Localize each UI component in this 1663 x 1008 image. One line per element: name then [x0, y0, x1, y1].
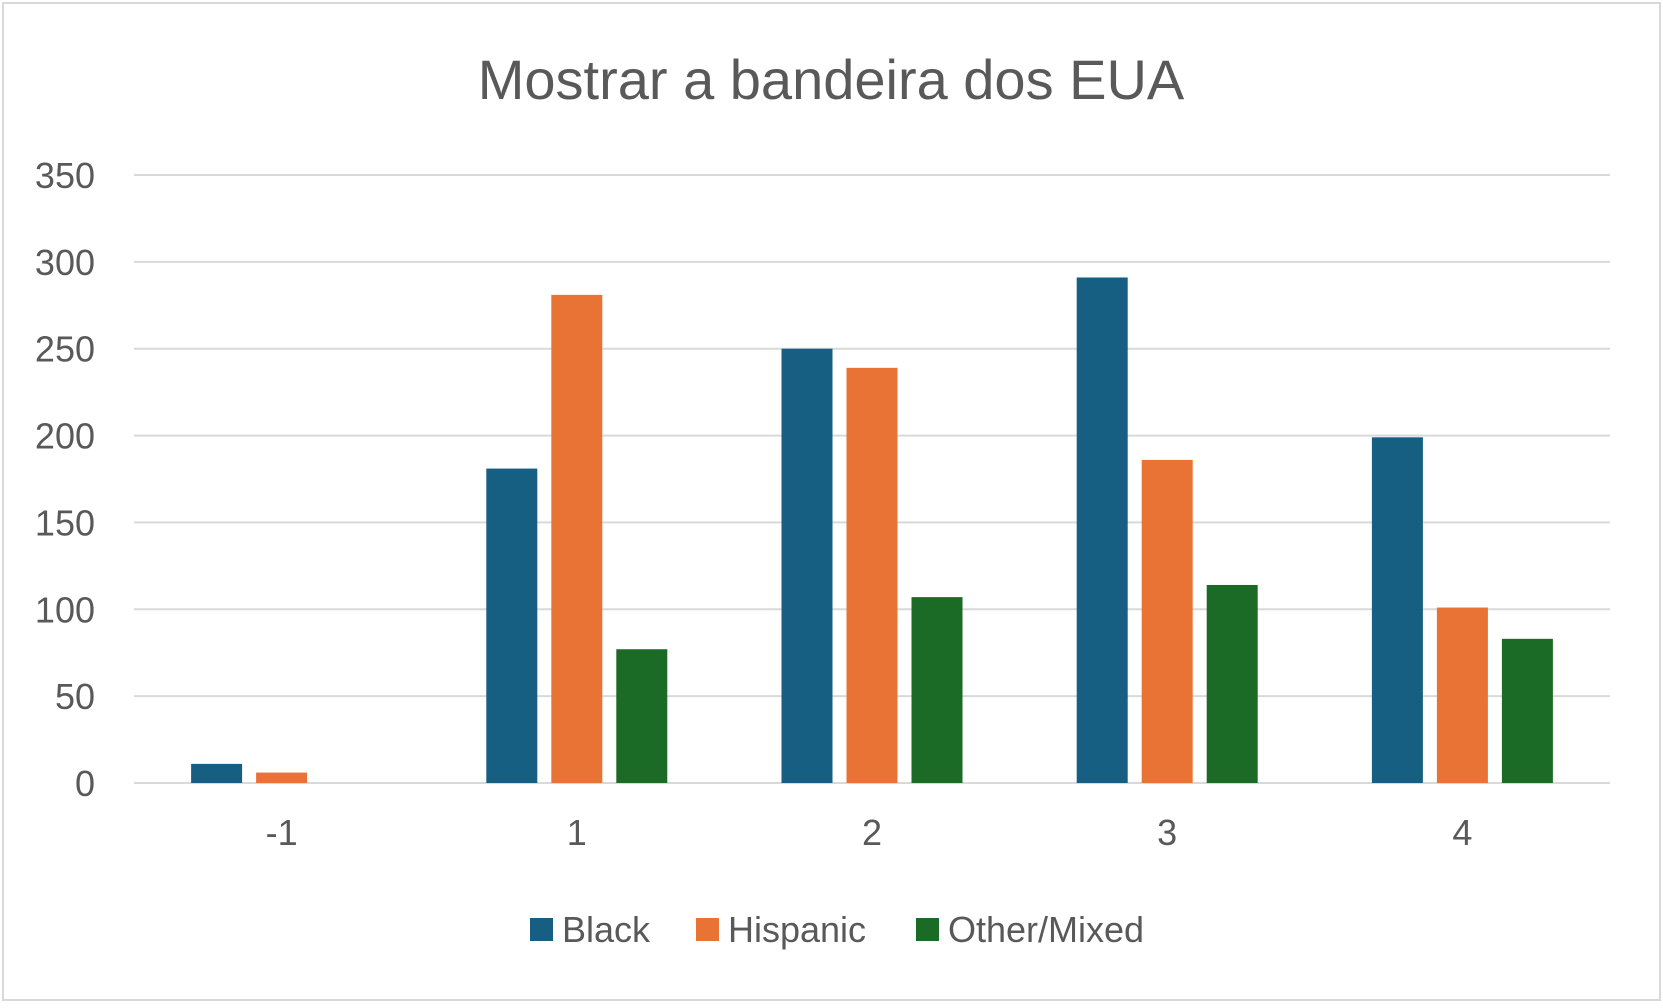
x-tick-label: 1: [567, 812, 587, 853]
y-tick-label: 50: [55, 676, 95, 717]
bar-other-mixed-3: [1206, 584, 1258, 783]
bar-hispanic-1: [551, 294, 603, 783]
legend-label: Hispanic: [728, 909, 866, 950]
y-tick-label: 0: [75, 763, 95, 804]
bar-black--1: [191, 763, 243, 783]
legend-label: Black: [562, 909, 651, 950]
bar-hispanic--1: [256, 772, 308, 783]
bar-other-mixed-4: [1501, 638, 1553, 783]
y-tick-label: 100: [35, 589, 95, 630]
legend-swatch: [916, 918, 939, 941]
x-axis-ticks: -1 1 2 3 4: [266, 812, 1473, 853]
x-tick-label: -1: [266, 812, 298, 853]
bar-black-3: [1076, 277, 1128, 783]
y-tick-label: 350: [35, 155, 95, 196]
legend-swatch: [696, 918, 719, 941]
bar-black-2: [781, 348, 833, 783]
y-tick-label: 200: [35, 416, 95, 457]
chart-title: Mostrar a bandeira dos EUA: [478, 48, 1185, 111]
x-tick-label: 2: [862, 812, 882, 853]
x-tick-label: 4: [1452, 812, 1472, 853]
legend: Black Hispanic Other/Mixed: [530, 909, 1144, 950]
y-tick-label: 300: [35, 242, 95, 283]
bar-hispanic-3: [1141, 459, 1193, 783]
bar-black-1: [486, 468, 538, 783]
bars: [191, 277, 1553, 783]
bar-other-mixed-1: [616, 649, 668, 783]
y-axis-ticks: 0 50 100 150 200 250 300 350: [35, 155, 95, 804]
y-tick-label: 150: [35, 502, 95, 543]
bar-hispanic-4: [1436, 607, 1488, 783]
legend-label: Other/Mixed: [948, 909, 1144, 950]
x-tick-label: 3: [1157, 812, 1177, 853]
legend-swatch: [530, 918, 553, 941]
bar-black-4: [1371, 437, 1423, 783]
bar-hispanic-2: [846, 367, 898, 783]
bar-other-mixed-2: [911, 597, 963, 783]
y-tick-label: 250: [35, 329, 95, 370]
